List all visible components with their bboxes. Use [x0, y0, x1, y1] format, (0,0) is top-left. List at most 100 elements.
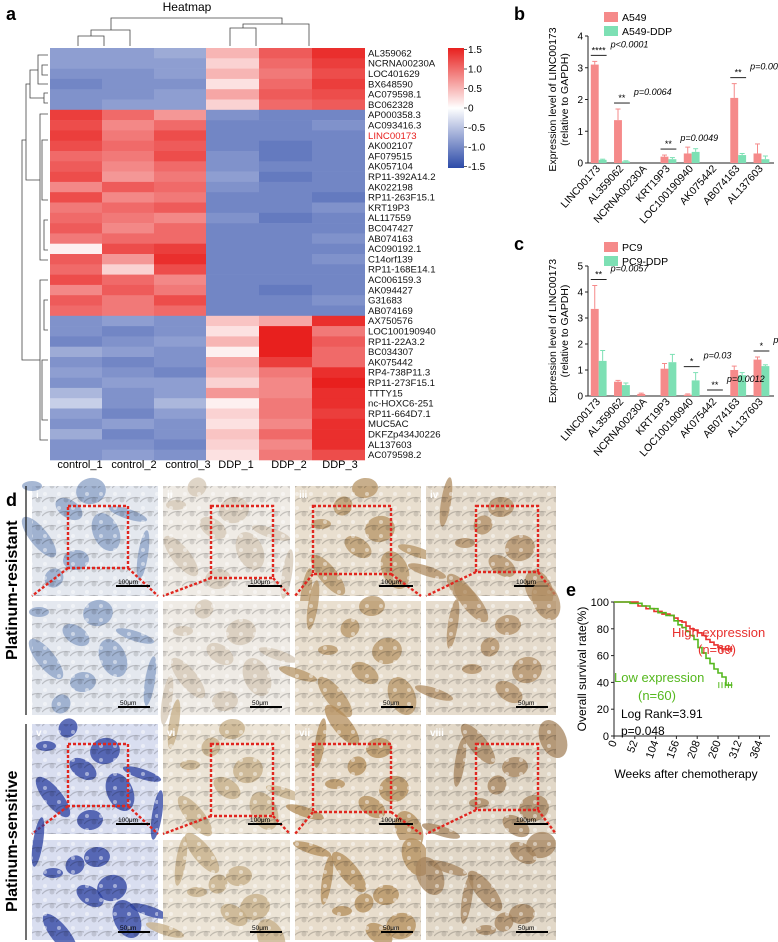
y-tick-label: 1: [577, 366, 583, 377]
scale-label: 1.0: [468, 65, 482, 76]
bar: [637, 393, 646, 396]
y-tick-label: 60: [597, 651, 609, 663]
heatmap-cell: [259, 357, 312, 368]
heatmap-cell: [154, 336, 206, 347]
zoom-box: [474, 742, 540, 812]
heatmap-cell: [206, 315, 259, 327]
heatmap-cell: [206, 398, 259, 409]
y-tick-label: 80: [597, 624, 609, 636]
heatmap-cell: [102, 202, 154, 214]
x-tick-label: 52: [625, 739, 640, 755]
heatmap-cell: [154, 387, 206, 399]
heatmap-cell: [50, 305, 102, 317]
heatmap-cell: [50, 429, 102, 440]
gene-label: LINC00173: [368, 131, 417, 142]
heatmap-cell: [154, 284, 206, 296]
heatmap-cell: [259, 120, 312, 131]
gene-label: AC090192.1: [368, 244, 421, 255]
x-tick-label-group: 156: [665, 739, 683, 760]
heatmap-cell: [50, 418, 102, 430]
gene-label: KRT19P3: [368, 203, 409, 214]
heatmap-cell: [154, 202, 206, 214]
heatmap-cell: [259, 89, 312, 100]
column-label: DDP_1: [218, 459, 253, 471]
y-tick-label: 4: [577, 288, 583, 299]
heatmap-cell: [259, 346, 312, 358]
scale-bar-label: 50μm: [383, 700, 399, 707]
heatmap-cell: [312, 315, 365, 327]
zoom-guide-left: [31, 567, 69, 597]
zoom-guide-right: [127, 805, 159, 835]
heatmap-cell: [154, 418, 206, 430]
tissue-texture: [163, 486, 290, 596]
bar: [660, 156, 669, 163]
y-axis-label-line: Expression level of LINC00173: [547, 259, 559, 403]
x-tick-label-group: 312: [727, 739, 745, 760]
heatmap-cell: [312, 295, 365, 306]
heatmap-cell: [102, 89, 154, 100]
zoom-box: [66, 504, 130, 570]
heatmap-cell: [206, 89, 259, 100]
row-dendrogram: [21, 54, 48, 441]
heatmap-cell: [206, 346, 259, 358]
gene-label: BX648590: [368, 79, 413, 90]
heatmap-cell: [50, 439, 102, 450]
ihc-panel: Platinum-resistant Platinum-sensitive i 1…: [4, 477, 568, 942]
heatmap-cell: [259, 284, 312, 296]
heatmap-cell: [154, 398, 206, 409]
heatmap-cell: [312, 99, 365, 111]
series-n-low: (n=60): [638, 688, 676, 703]
heatmap-cell: [102, 243, 154, 255]
scale-bar-label: 50μm: [120, 700, 136, 707]
heatmap-cell: [259, 274, 312, 286]
heatmap-cell: [154, 367, 206, 378]
scale-label: -0.5: [468, 123, 486, 134]
gene-label: RP11-168E14.1: [368, 265, 436, 276]
heatmap-cell: [312, 429, 365, 440]
column-label: control_3: [165, 459, 210, 471]
heatmap-cell: [102, 130, 154, 141]
heatmap-cell: [206, 439, 259, 450]
gene-label: LOC100190940: [368, 327, 436, 338]
bar: [614, 120, 622, 163]
zoom-guide-left: [162, 576, 212, 598]
zoom-guide-left: [31, 805, 69, 835]
heatmap-cell: [312, 326, 365, 337]
heatmap-cell: [102, 68, 154, 80]
tissue-texture: [163, 601, 290, 715]
heatmap-cell: [312, 140, 365, 152]
gene-label: LOC401629: [368, 69, 420, 80]
significance-stars: ****: [592, 45, 607, 55]
heatmap-cell: [50, 233, 102, 244]
scale-bar-label: 100μm: [381, 579, 401, 586]
heatmap-cell: [154, 89, 206, 100]
heatmap-cell: [206, 243, 259, 255]
zoom-box: [311, 742, 393, 814]
heatmap-cell: [312, 377, 365, 389]
heatmap-cell: [102, 315, 154, 327]
heatmap-cell: [259, 223, 312, 234]
heatmap-cell: [312, 346, 365, 358]
bar: [614, 381, 622, 396]
heatmap-cell: [259, 109, 312, 121]
heatmap-cell: [206, 192, 259, 203]
tile-label: iv: [430, 490, 439, 501]
gene-label: MUC5AC: [368, 419, 409, 430]
heatmap-cell: [259, 295, 312, 306]
heatmap-cell: [312, 398, 365, 409]
gene-label: RP11-664D7.1: [368, 409, 431, 420]
heatmap-cell: [259, 264, 312, 275]
heatmap-cell: [102, 295, 154, 306]
scale-bar-label: 50μm: [252, 925, 268, 932]
bar: [598, 360, 607, 396]
y-tick-label: 5: [577, 262, 583, 273]
heatmap-cell: [102, 305, 154, 317]
column-label: control_1: [57, 459, 102, 471]
heatmap-cell: [154, 377, 206, 389]
heatmap-cell: [312, 181, 365, 193]
y-axis-label: Expression level of LINC00173 (relative t…: [547, 27, 571, 171]
heatmap-cell: [312, 243, 365, 255]
heatmap-cell: [102, 78, 154, 90]
tile-label: vii: [299, 728, 310, 739]
heatmap-cell: [102, 58, 154, 69]
